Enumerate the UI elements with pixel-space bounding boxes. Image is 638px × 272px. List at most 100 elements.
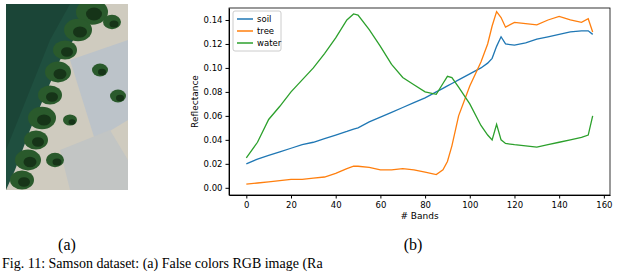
y-tick-mark xyxy=(226,44,230,45)
y-tick-label: 0.08 xyxy=(204,87,223,97)
tree-crown xyxy=(46,153,64,167)
x-tick: 0 xyxy=(244,195,249,210)
tree-shadow xyxy=(73,26,87,37)
tree-crown xyxy=(110,90,126,103)
tree-crown xyxy=(92,64,108,77)
legend-label: water xyxy=(257,38,282,48)
y-tick-mark xyxy=(226,20,230,21)
legend-swatch xyxy=(237,42,253,44)
x-tick-label: 100 xyxy=(462,200,478,210)
figure: (a)0204060801001201401600.000.020.040.06… xyxy=(0,0,638,272)
legend-swatch xyxy=(237,18,253,20)
y-tick-label: 0.14 xyxy=(204,15,223,25)
tree-shadow xyxy=(98,69,106,75)
y-tick: 0.12 xyxy=(204,39,229,49)
plot-area xyxy=(246,12,592,185)
tree-crown xyxy=(45,62,71,83)
x-tick-label: 160 xyxy=(596,200,612,210)
x-axis-title: # Bands xyxy=(400,211,439,221)
caption: Fig. 11: Samson dataset: (a) False color… xyxy=(2,256,323,272)
tree-shadow xyxy=(24,157,37,167)
y-tick-label: 0.10 xyxy=(204,63,223,73)
soil-patch xyxy=(60,130,128,190)
tree-shadow xyxy=(86,8,102,21)
tree-crown xyxy=(103,15,121,29)
y-tick-mark xyxy=(226,92,230,93)
water-area xyxy=(6,4,100,190)
x-axis: 020406080100120140160 xyxy=(230,195,613,210)
y-tick: 0.00 xyxy=(204,183,229,193)
x-tick: 80 xyxy=(420,195,431,210)
tree-shadow xyxy=(116,95,124,101)
x-tick-label: 0 xyxy=(244,200,249,210)
y-tick-mark xyxy=(226,140,230,141)
y-tick-label: 0.12 xyxy=(204,39,223,49)
legend-swatch xyxy=(237,30,253,32)
x-tick-mark xyxy=(380,195,381,199)
y-tick: 0.08 xyxy=(204,87,229,97)
y-tick-label: 0.02 xyxy=(204,159,223,169)
tree-shadow xyxy=(110,20,119,27)
tree-crown xyxy=(38,85,62,104)
series-line xyxy=(246,31,592,164)
tree-shadow xyxy=(69,119,76,125)
x-tick: 40 xyxy=(331,195,342,210)
tree-crown xyxy=(24,130,48,149)
tree-shadow xyxy=(46,92,58,102)
x-tick-label: 40 xyxy=(331,200,342,210)
plot-frame xyxy=(229,8,610,195)
y-axis-title: Reflectance xyxy=(190,75,200,128)
x-tick-label: 80 xyxy=(420,200,431,210)
y-tick: 0.04 xyxy=(204,135,229,145)
x-tick-label: 60 xyxy=(375,200,386,210)
x-tick-mark xyxy=(425,195,426,199)
x-tick-mark xyxy=(514,195,515,199)
y-tick-mark xyxy=(226,188,230,189)
legend-box xyxy=(233,11,281,51)
x-tick: 160 xyxy=(596,195,612,210)
x-tick-label: 120 xyxy=(507,200,523,210)
legend-label: soil xyxy=(257,14,271,24)
tree-shadow xyxy=(61,47,73,57)
legend-label: tree xyxy=(257,26,274,36)
y-tick-label: 0.04 xyxy=(204,135,223,145)
x-tick-mark xyxy=(291,195,292,199)
panel-label: (a) xyxy=(58,236,76,254)
tree-crown xyxy=(15,150,41,171)
x-tick-mark xyxy=(604,195,605,199)
y-tick-mark xyxy=(226,116,230,117)
tree-crown xyxy=(53,40,77,59)
x-tick: 20 xyxy=(286,195,297,210)
x-tick-mark xyxy=(470,195,471,199)
x-tick: 120 xyxy=(507,195,523,210)
x-tick-label: 20 xyxy=(286,200,297,210)
panel-label: (b) xyxy=(404,236,423,254)
tree-shadow xyxy=(32,137,44,147)
series-line xyxy=(246,12,592,185)
soil-area xyxy=(6,4,128,190)
y-tick: 0.14 xyxy=(204,15,229,25)
soil-patch xyxy=(70,40,128,140)
tree-crown xyxy=(64,19,92,41)
tree-shadow xyxy=(54,69,67,79)
legend: soil tree water xyxy=(233,11,282,51)
y-tick: 0.06 xyxy=(204,111,229,121)
water-shade xyxy=(6,4,70,150)
x-tick-mark xyxy=(559,195,560,199)
series-line xyxy=(246,14,592,158)
tree-crown xyxy=(63,114,77,125)
y-tick-label: 0.06 xyxy=(204,111,223,121)
y-axis: 0.00 0.02 0.04 0.06 0.08 0.10 0.12 0.14 xyxy=(204,9,230,196)
y-tick-mark xyxy=(226,68,230,69)
y-tick: 0.10 xyxy=(204,63,229,73)
tree-crown xyxy=(28,107,56,129)
y-tick-mark xyxy=(226,164,230,165)
rgb-image xyxy=(6,4,128,190)
tree-shadow xyxy=(37,114,51,125)
x-tick: 100 xyxy=(462,195,478,210)
tree-shadow xyxy=(53,158,62,165)
y-tick: 0.02 xyxy=(204,159,229,169)
x-tick-mark xyxy=(336,195,337,199)
y-tick-label: 0.00 xyxy=(204,183,223,193)
x-tick-mark xyxy=(246,195,247,199)
